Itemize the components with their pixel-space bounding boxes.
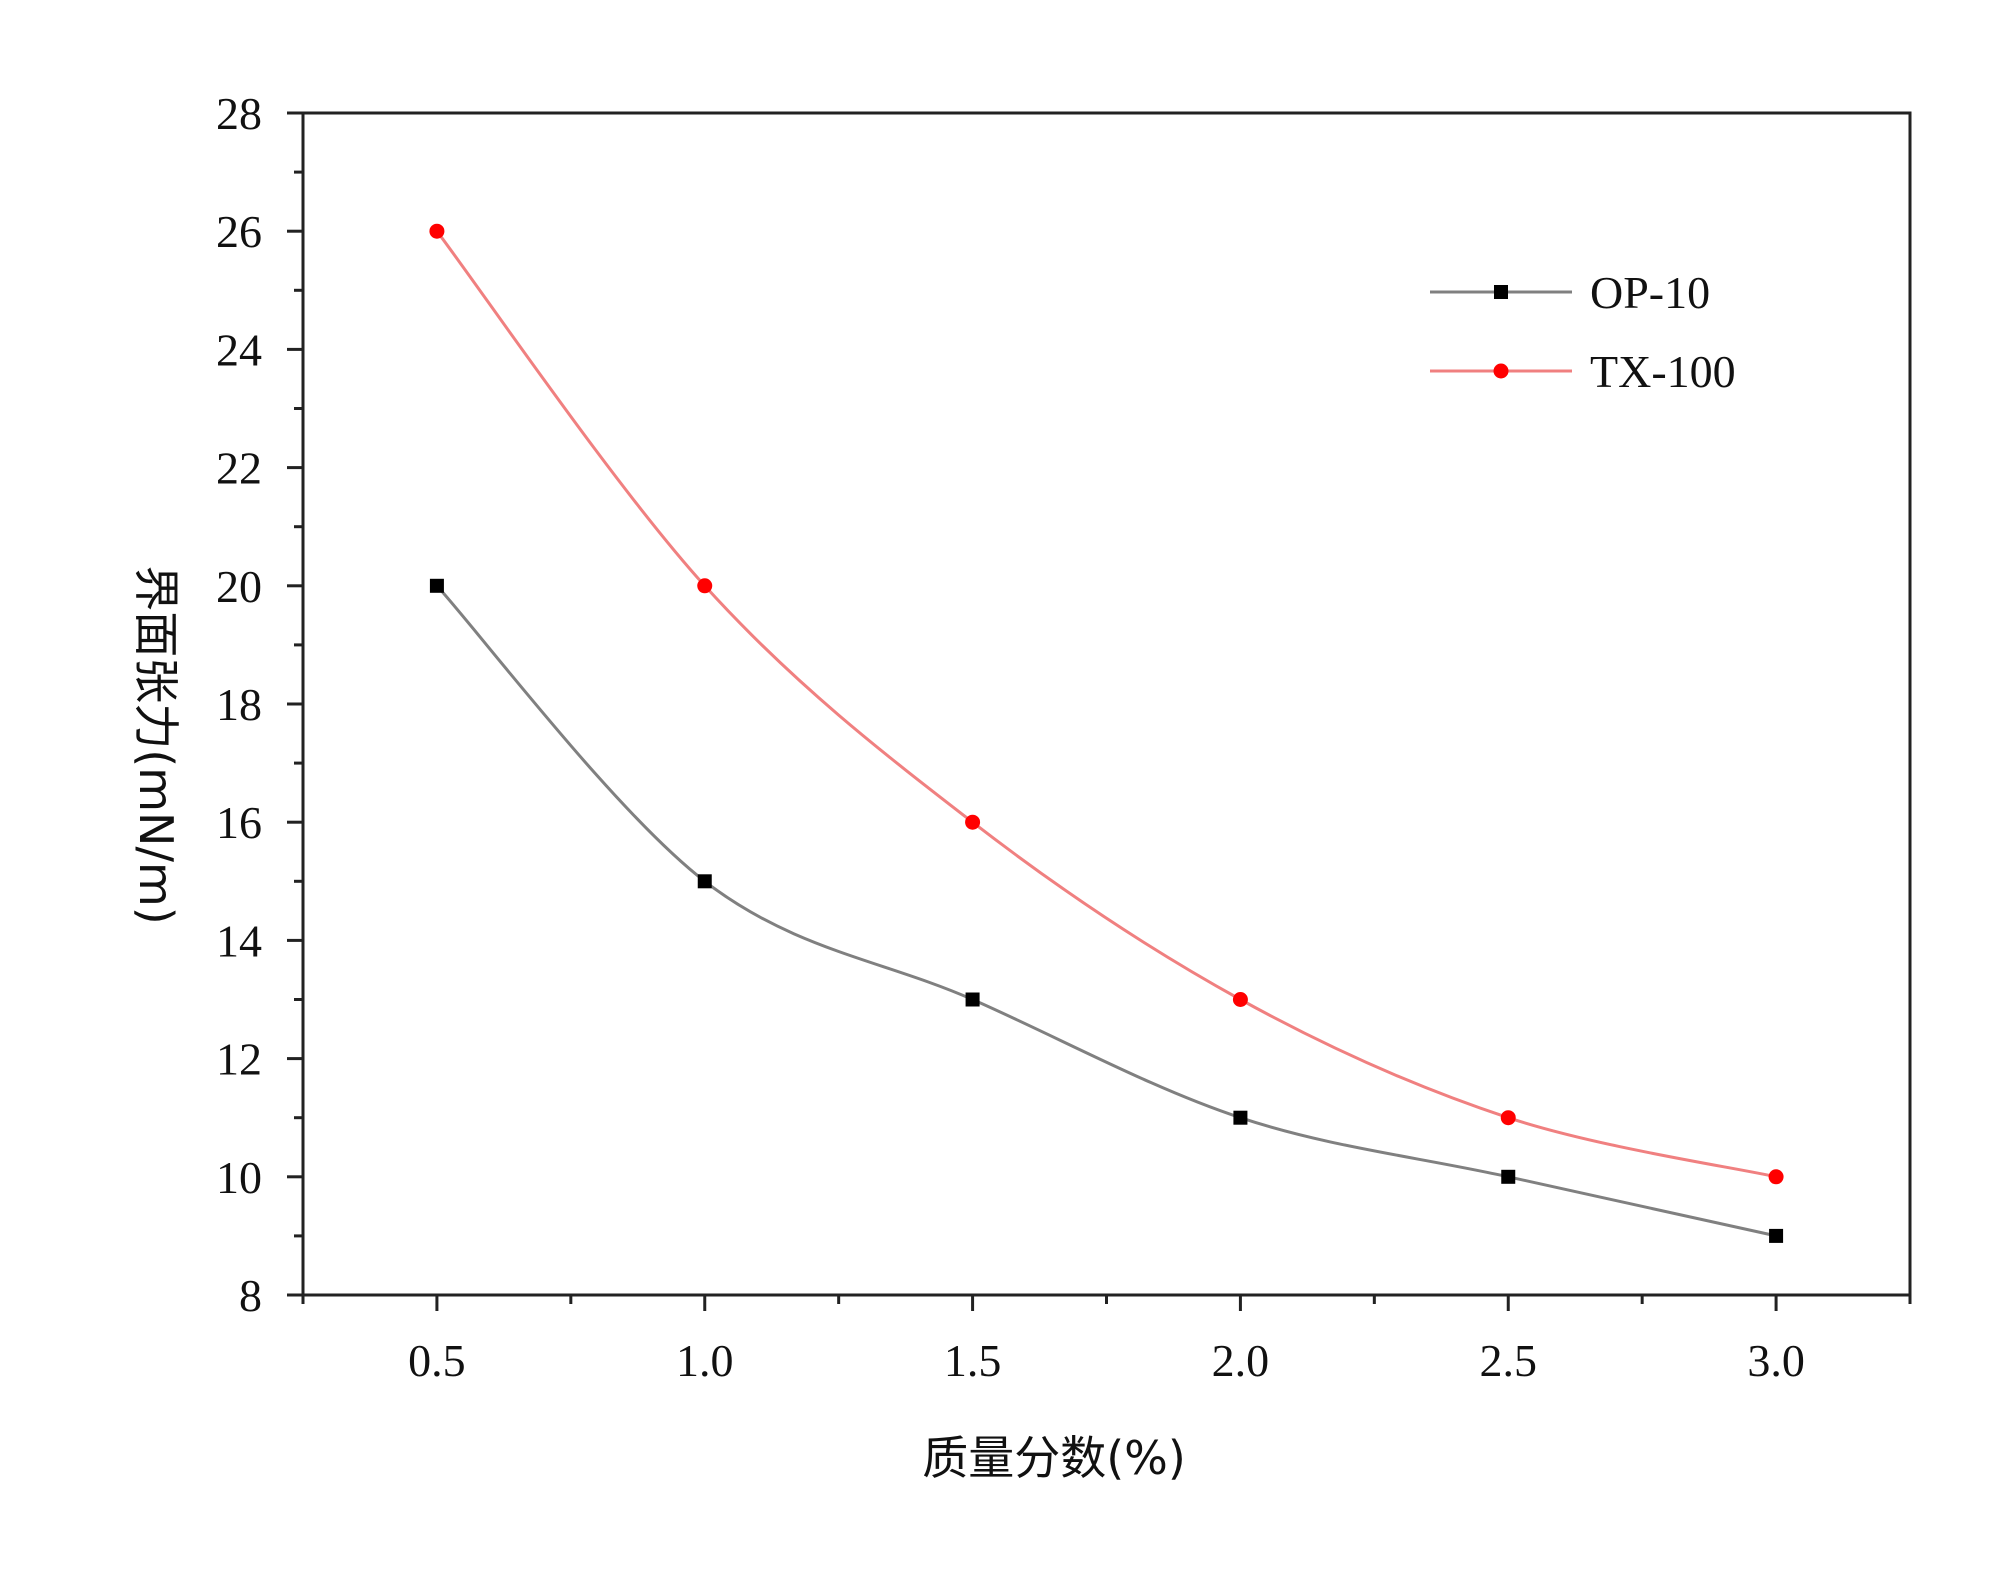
y-tick-label: 8 <box>239 1270 262 1321</box>
y-tick-labels: 8 10 12 14 16 18 20 22 24 26 28 <box>216 88 262 1321</box>
series-line-op-10 <box>435 584 1777 1238</box>
y-tick-label: 22 <box>216 443 262 494</box>
x-axis-title: 质量分数(%) <box>922 1431 1186 1485</box>
series-lines <box>435 230 1777 1238</box>
x-tick-label: 0.5 <box>408 1335 466 1386</box>
y-tick-label: 24 <box>216 324 262 375</box>
legend-label-tx-100: TX-100 <box>1590 346 1736 397</box>
data-point-tx-100 <box>965 814 981 830</box>
legend: OP-10 TX-100 <box>1430 267 1736 397</box>
y-tick-label: 12 <box>216 1034 262 1085</box>
data-point-op-10 <box>1233 1110 1248 1125</box>
legend-marker-tx-100 <box>1493 363 1509 379</box>
series-line-tx-100 <box>435 230 1777 1179</box>
data-point-tx-100 <box>697 578 713 594</box>
axis-ticks <box>287 111 1912 1311</box>
series-markers <box>429 223 1784 1243</box>
y-tick-label: 26 <box>216 206 262 257</box>
data-point-op-10 <box>965 992 980 1007</box>
y-tick-label: 16 <box>216 797 262 848</box>
data-point-tx-100 <box>1232 992 1248 1007</box>
y-tick-label: 14 <box>216 915 262 966</box>
data-point-tx-100 <box>1768 1169 1784 1185</box>
y-tick-label: 28 <box>216 88 262 139</box>
legend-label-op-10: OP-10 <box>1590 267 1710 318</box>
x-tick-label: 1.0 <box>676 1335 734 1386</box>
data-point-op-10 <box>1769 1228 1784 1243</box>
y-tick-label: 18 <box>216 679 262 730</box>
y-tick-label: 20 <box>216 561 262 612</box>
data-point-op-10 <box>429 578 444 593</box>
data-point-op-10 <box>697 874 712 889</box>
x-tick-label: 1.5 <box>944 1335 1002 1386</box>
data-point-tx-100 <box>429 223 445 239</box>
x-tick-labels: 0.5 1.0 1.5 2.0 2.5 3.0 <box>408 1335 1805 1386</box>
y-axis-title: 界面张力(mN/m) <box>129 565 183 924</box>
y-tick-label: 10 <box>216 1152 262 1203</box>
x-tick-label: 2.0 <box>1212 1335 1270 1386</box>
x-tick-label: 3.0 <box>1747 1335 1805 1386</box>
x-tick-label: 2.5 <box>1480 1335 1538 1386</box>
legend-marker-op-10 <box>1494 285 1508 299</box>
data-point-op-10 <box>1501 1169 1516 1184</box>
data-point-tx-100 <box>1500 1110 1516 1126</box>
